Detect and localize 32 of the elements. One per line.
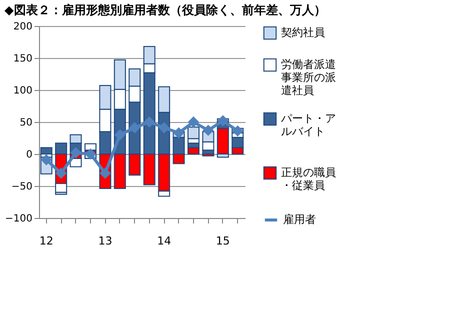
point — [85, 148, 96, 160]
y-tick-label: 200 — [13, 22, 32, 32]
legend-label: 雇用者 — [283, 213, 316, 226]
x-tick-label: 15 — [216, 234, 230, 248]
point — [144, 116, 155, 128]
point — [114, 130, 126, 140]
bar — [40, 147, 52, 154]
point — [70, 148, 81, 158]
bar — [70, 158, 82, 168]
point — [174, 128, 184, 138]
y-tick-label: −100 — [5, 214, 32, 224]
point — [218, 116, 228, 126]
legend-label: 契約社員 — [281, 26, 325, 39]
legend-label: 労働者派遣事業所の派遣社員 — [281, 58, 336, 97]
point — [188, 116, 199, 128]
y-tick-label: 100 — [13, 86, 32, 96]
y-tick-label: 150 — [13, 54, 32, 64]
legend-label: パート・アルバイト — [280, 112, 336, 138]
x-tick-label: 14 — [157, 234, 172, 248]
point — [232, 126, 243, 136]
point — [203, 125, 214, 136]
bar — [84, 143, 96, 151]
point — [41, 154, 52, 165]
y-tick-label: 0 — [26, 150, 32, 160]
x-tick-label: 12 — [39, 234, 54, 248]
bar — [188, 126, 200, 140]
y-tick-label: 50 — [20, 118, 32, 128]
y-tick-label: −50 — [11, 182, 32, 192]
point — [129, 122, 140, 133]
chart-title: ◆図表２：雇用形態別雇用者数（役員除く、前年差、万人） — [4, 3, 326, 17]
legend-label: 正規の職員・従業員 — [281, 166, 336, 192]
x-tick-label: 13 — [98, 234, 112, 248]
